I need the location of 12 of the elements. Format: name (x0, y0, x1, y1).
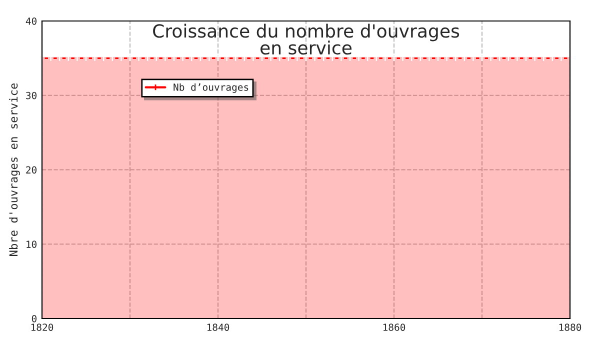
y-tick-label: 20 (26, 166, 37, 174)
y-tick-label: 40 (26, 18, 37, 25)
x-tick-label: 1820 (31, 324, 54, 331)
x-tick-label: 1880 (559, 324, 582, 331)
y-axis-title: Nbre d'ouvrages en service (9, 83, 20, 256)
legend-label: Nb d’ouvrages (174, 83, 248, 93)
x-tick-label: 1840 (207, 324, 230, 331)
text: Croissance du nombre d'ouvrages en service (153, 24, 460, 55)
y-tick-label: 30 (26, 92, 37, 100)
y-tick-label: 10 (26, 240, 37, 248)
x-tick-label: 1860 (383, 324, 406, 331)
y-tick-label: 0 (32, 315, 37, 322)
